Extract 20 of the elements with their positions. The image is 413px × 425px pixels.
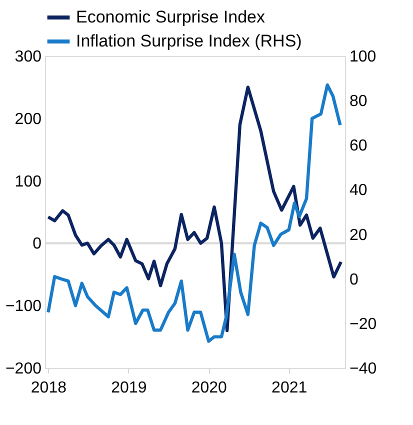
y2-tick-label: −40 <box>350 360 377 378</box>
y2-tick-label: 100 <box>350 48 376 66</box>
y2-tick-label: 20 <box>350 226 368 244</box>
x-tick-label: 2021 <box>272 380 308 396</box>
y-tick-label: 0 <box>32 236 42 253</box>
x-tick-label: 2019 <box>111 380 147 396</box>
legend-label: Inflation Surprise Index (RHS) <box>76 32 302 50</box>
y2-tick-label: 60 <box>350 138 368 155</box>
y2-tick-label: 0 <box>350 271 358 288</box>
y-tick-label: 200 <box>14 110 42 128</box>
legend-label: Economic Surprise Index <box>76 8 266 26</box>
y-tick-label: 300 <box>14 48 42 66</box>
x-tick-label: 2020 <box>191 380 228 396</box>
y-tick-label: −100 <box>5 298 42 316</box>
y2-tick-label: 80 <box>350 93 368 110</box>
y2-tick-label: −20 <box>350 316 377 333</box>
x-tick-label: 2018 <box>30 380 67 396</box>
y-tick-label: 100 <box>14 173 42 190</box>
y2-tick-label: 40 <box>350 182 368 200</box>
y-tick-label: −200 <box>5 360 42 378</box>
